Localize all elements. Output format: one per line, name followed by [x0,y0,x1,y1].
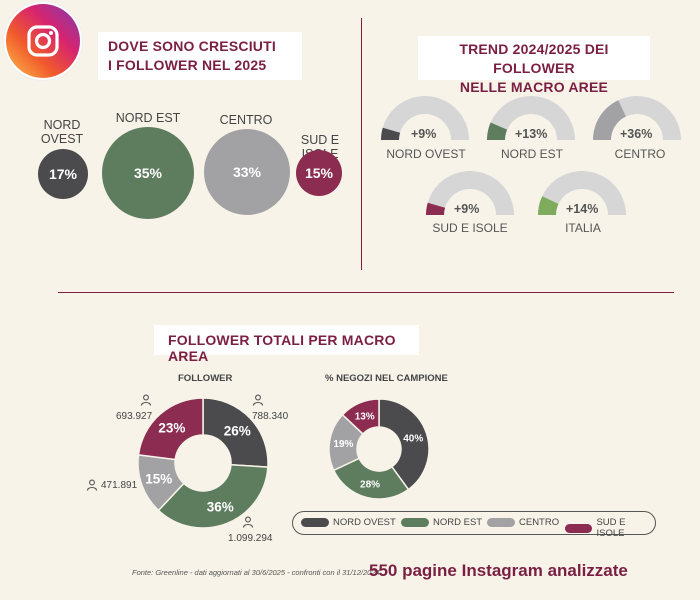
stores-slice-label-nord-ovest: 40% [403,433,423,444]
trend-label-centro: CENTRO [614,147,666,161]
growth-label-centro: CENTRO [219,113,273,127]
section-divider-horizontal [58,292,674,293]
growth-title: DOVE SONO CRESCIUTI I FOLLOWER NEL 2025 [98,32,302,80]
count-nord-est: 1.099.294 [228,515,273,544]
trend-label-nord-ovest: NORD OVEST [386,147,466,161]
legend-label: SUD E ISOLE [596,517,626,539]
person-icon [252,394,264,406]
person-icon [141,394,152,406]
trend-title-line2: NELLE MACRO AREE [459,79,609,95]
stores-slice-label-centro: 19% [333,439,353,450]
followers-slice-label-sud-isole: 23% [158,420,185,435]
followers-slice-nord-est [157,463,269,529]
trend-title-line1: TREND 2024/2025 DEI FOLLOWER [459,41,609,76]
count-label-nord-ovest: 788.340 [252,411,289,422]
stores-chart-title: % NEGOZI NEL CAMPIONE [325,373,448,384]
count-label-centro: 471.891 [101,479,138,491]
count-sud-isole: 693.927 [116,393,152,422]
person-icon [242,516,254,528]
section-divider-vertical [361,18,362,270]
instagram-icon [6,4,80,78]
chart-legend: NORD OVEST NORD EST CENTRO SUD E ISOLE [292,511,656,539]
followers-slice-label-nord-ovest: 26% [224,424,251,439]
trend-value-centro: +36% [620,127,653,141]
trend-label-sud-isole: SUD E ISOLE [432,221,508,235]
followers-slice-label-nord-est: 36% [207,499,234,514]
growth-title-line1: DOVE SONO CRESCIUTI [108,38,276,54]
totals-title: FOLLOWER TOTALI PER MACRO AREA [154,325,419,364]
count-label-nord-est: 1.099.294 [228,533,273,544]
followers-slice-label-centro: 15% [145,472,172,487]
trend-label-italia: ITALIA [565,221,601,235]
growth-label-nord-ovest: NORD OVEST [40,118,84,146]
growth-value-nord-est: 35% [133,165,163,181]
growth-bubble-nord-ovest: 17% [38,149,88,199]
count-nord-ovest: 788.340 [252,393,288,422]
followers-slice-nord-ovest [202,397,269,468]
trend-value-sud-isole: +9% [454,202,480,216]
stores-slice-label-sud-isole: 13% [355,411,375,422]
stores-slice-nord-est [332,457,410,500]
instagram-logo [4,2,82,80]
followers-chart-title: FOLLOWER [178,373,233,384]
trend-label-nord-est: NORD EST [500,147,563,161]
stores-slice-sud-isole [341,398,380,435]
stores-slice-label-nord-est: 28% [360,479,380,490]
growth-value-centro: 33% [232,164,262,180]
count-centro: 471.891 [86,479,137,491]
count-label-sud-isole: 693.927 [116,411,153,422]
legend-swatch [487,518,515,527]
legend-item-centro: CENTRO [487,517,559,528]
person-icon [86,479,98,491]
legend-swatch [401,518,429,527]
growth-value-sud-isole: 15% [304,165,334,181]
stores-slice-nord-ovest [378,398,430,491]
growth-title-line2: I FOLLOWER NEL 2025 [108,57,267,73]
legend-swatch [301,518,329,527]
growth-label-nord-est: NORD EST [115,111,181,125]
legend-label: NORD EST [433,517,483,528]
legend-item-nord-est: NORD EST [401,517,482,528]
trend-value-nord-est: +13% [515,127,548,141]
legend-item-sud-isole: SUD E ISOLE [565,517,655,539]
growth-bubble-nord-est: 35% [102,127,194,219]
summary-text: 550 pagine Instagram analizzate [369,561,628,580]
source-note: Fonte: Greenline - dati aggiornati al 30… [132,568,380,577]
legend-item-nord-ovest: NORD OVEST [301,517,396,528]
trend-title: TREND 2024/2025 DEI FOLLOWER NELLE MACRO… [418,36,650,95]
trend-value-italia: +14% [566,202,599,216]
legend-label: NORD OVEST [333,517,396,528]
growth-bubble-sud-isole: 15% [296,150,342,196]
trend-value-nord-ovest: +9% [411,127,437,141]
growth-value-nord-ovest: 17% [48,166,78,182]
legend-label: CENTRO [519,517,560,528]
growth-bubble-centro: 33% [204,129,290,215]
legend-swatch [565,523,593,533]
followers-slice-sud-isole [137,397,204,461]
